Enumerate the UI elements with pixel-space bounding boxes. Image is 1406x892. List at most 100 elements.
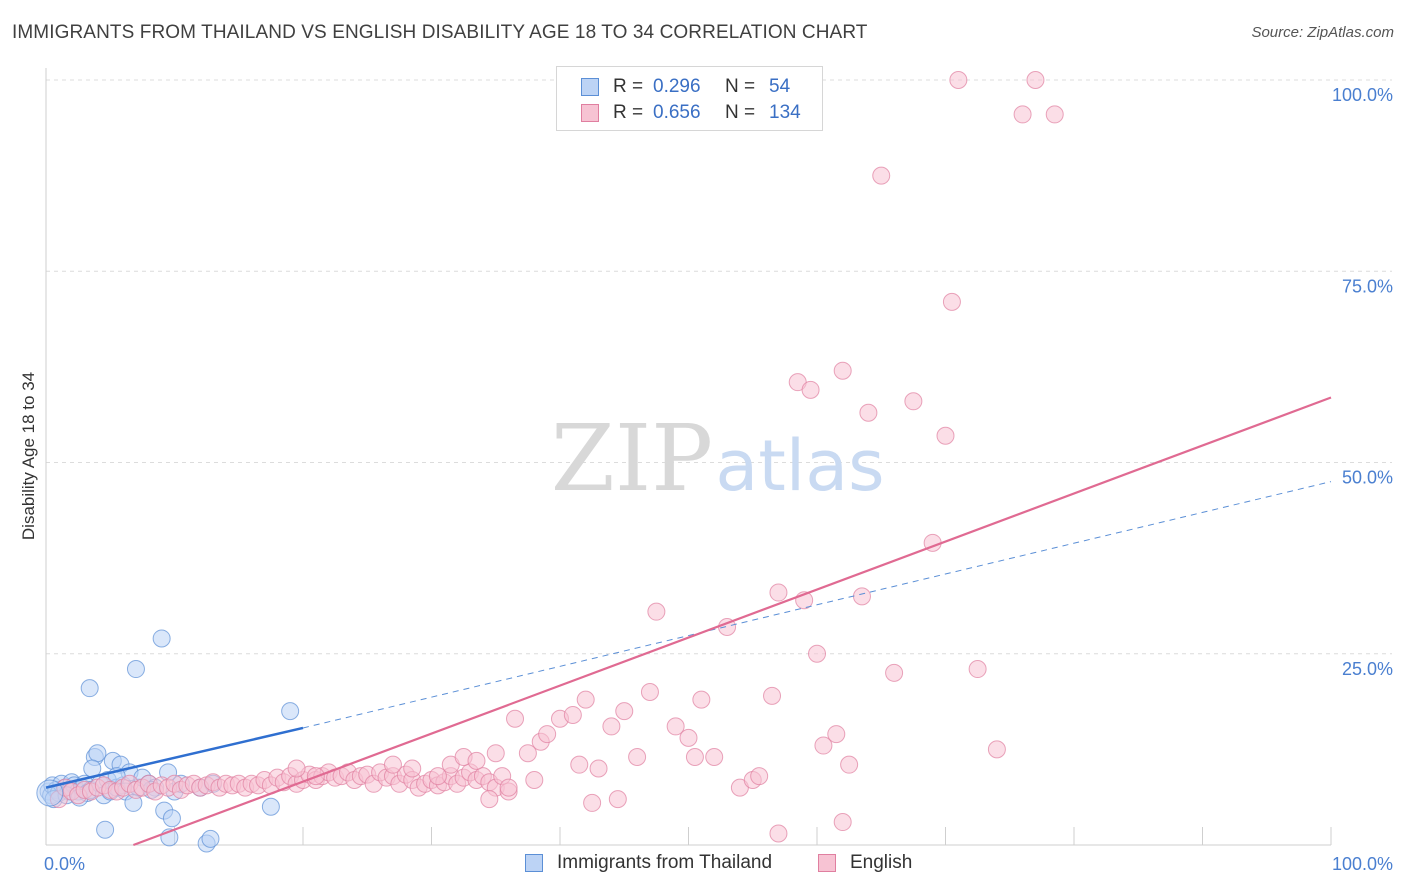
point-english	[589, 759, 608, 778]
point-english	[570, 755, 589, 774]
watermark-atlas: atlas	[715, 425, 884, 507]
legend-label-thailand: Immigrants from Thailand	[557, 852, 773, 873]
point-english	[801, 380, 820, 399]
legend-label-english: English	[850, 852, 913, 873]
chart-title: IMMIGRANTS FROM THAILAND VS ENGLISH DISA…	[12, 22, 868, 43]
point-english	[499, 778, 518, 797]
point-english	[1013, 105, 1032, 124]
point-english	[287, 759, 306, 778]
point-english	[942, 292, 961, 311]
source-label: Source: ZipAtlas.com	[1251, 24, 1394, 41]
point-english	[602, 717, 621, 736]
y-tick-label: 75.0%	[1342, 276, 1393, 296]
point-english	[872, 166, 891, 185]
point-english	[480, 790, 499, 809]
point-english	[685, 748, 704, 767]
point-english	[814, 736, 833, 755]
point-english	[608, 790, 627, 809]
legend-item-thailand[interactable]: Immigrants from Thailand	[525, 852, 772, 874]
trend-lines	[45, 396, 1332, 847]
point-thailand	[162, 809, 181, 828]
stats-legend: R = 0.296 N = 54 R = 0.656 N = 134	[556, 66, 823, 131]
legend-n-value: 54	[769, 76, 791, 97]
watermark-zip: ZIP	[551, 405, 713, 512]
point-thailand	[96, 820, 115, 839]
legend-item-english[interactable]: English	[818, 852, 912, 874]
x-tick-label: 0.0%	[44, 854, 85, 874]
point-english	[666, 717, 685, 736]
point-thailand	[152, 629, 171, 648]
point-english	[750, 767, 769, 786]
y-tick-label: 50.0%	[1342, 468, 1393, 488]
point-english	[833, 813, 852, 832]
point-english	[1026, 71, 1045, 89]
axes	[45, 68, 1332, 846]
point-thailand	[126, 660, 145, 679]
point-english	[852, 587, 871, 606]
point-english	[563, 705, 582, 724]
legend-n-value: 134	[769, 102, 801, 123]
point-english	[428, 767, 447, 786]
point-thailand	[88, 744, 107, 763]
point-english	[769, 824, 788, 843]
legend-row-english: R = 0.656 N = 134	[581, 100, 801, 126]
point-english	[506, 709, 525, 728]
point-thailand	[201, 829, 220, 848]
point-english	[833, 361, 852, 380]
trend-line-thailand-extension	[302, 481, 1332, 729]
point-english	[936, 426, 955, 445]
legend-r-label: R =	[613, 102, 644, 123]
legend-swatch-english	[818, 854, 836, 872]
point-english	[692, 690, 711, 709]
point-english	[583, 793, 602, 812]
tick-labels: 25.0% 50.0% 75.0% 100.0% 0.0% 100.0%	[44, 85, 1393, 874]
x-tick-label: 100.0%	[1332, 854, 1393, 874]
point-english	[628, 748, 647, 767]
point-english	[859, 403, 878, 422]
point-english	[987, 740, 1006, 759]
point-thailand	[261, 797, 280, 816]
point-english	[486, 744, 505, 763]
point-english	[615, 702, 634, 721]
point-english	[467, 751, 486, 770]
point-english	[840, 755, 859, 774]
point-thailand	[80, 679, 99, 698]
point-english	[827, 725, 846, 744]
point-english	[679, 728, 698, 747]
y-tick-label: 100.0%	[1332, 85, 1393, 105]
legend-swatch-english	[581, 104, 599, 122]
watermark: ZIP atlas	[551, 405, 885, 512]
point-english	[949, 71, 968, 89]
point-english	[647, 602, 666, 621]
point-english	[763, 686, 782, 705]
legend-r-value: 0.296	[653, 76, 701, 97]
legend-r-value: 0.656	[653, 102, 701, 123]
y-axis-label: Disability Age 18 to 34	[19, 372, 38, 540]
point-english	[576, 690, 595, 709]
legend-swatch-thailand	[525, 854, 543, 872]
point-thailand	[281, 702, 300, 721]
grid-lines	[46, 79, 1392, 655]
point-english	[769, 583, 788, 602]
trend-line-english	[132, 396, 1332, 847]
point-english	[1045, 105, 1064, 124]
y-tick-label: 25.0%	[1342, 659, 1393, 679]
legend-row-thailand: R = 0.296 N = 54	[581, 74, 790, 100]
point-english	[705, 748, 724, 767]
legend-n-label: N =	[725, 102, 756, 123]
legend-swatch-thailand	[581, 78, 599, 96]
point-english	[885, 663, 904, 682]
point-english	[538, 725, 557, 744]
point-english	[968, 660, 987, 679]
series-legend: Immigrants from Thailand English	[0, 852, 1406, 878]
point-english	[808, 644, 826, 663]
point-english	[383, 755, 402, 774]
trend-line-thailand	[45, 726, 304, 789]
point-english	[640, 683, 659, 701]
point-english	[518, 744, 537, 763]
legend-n-label: N =	[725, 76, 756, 97]
point-english	[403, 759, 422, 778]
point-english	[904, 392, 923, 411]
point-english	[525, 770, 544, 789]
